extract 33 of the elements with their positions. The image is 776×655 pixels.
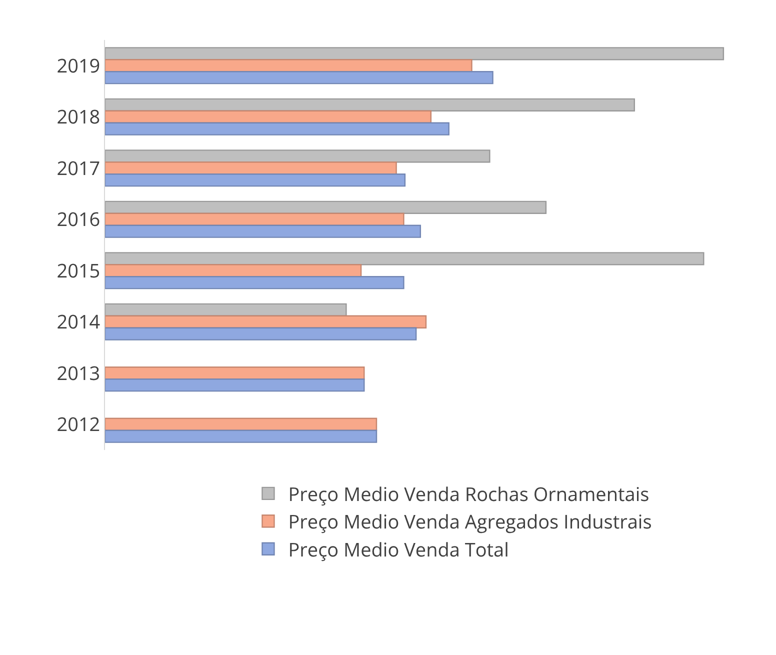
legend-label: Preço Medio Venda Agregados Industrais bbox=[288, 508, 652, 535]
bar bbox=[105, 315, 427, 328]
bar bbox=[105, 47, 724, 60]
bar bbox=[105, 418, 378, 431]
y-tick-label: 2019 bbox=[56, 52, 100, 78]
bar bbox=[105, 264, 362, 278]
bar bbox=[105, 162, 397, 175]
legend-label: Preço Medio Venda Rochas Ornamentais bbox=[288, 480, 650, 507]
bar bbox=[105, 98, 635, 112]
bar bbox=[105, 327, 417, 340]
bar bbox=[105, 174, 406, 187]
bar bbox=[105, 200, 547, 214]
y-tick-label: 2013 bbox=[56, 360, 100, 386]
y-tick-label: 2014 bbox=[56, 308, 100, 335]
bar bbox=[105, 366, 365, 380]
bar bbox=[105, 378, 365, 392]
y-tick-label: 2018 bbox=[56, 104, 100, 130]
bar bbox=[105, 59, 472, 72]
bar bbox=[105, 276, 404, 290]
bar bbox=[105, 252, 704, 266]
bar bbox=[105, 150, 490, 163]
legend-label: Preço Medio Venda Total bbox=[288, 536, 509, 562]
y-tick-label: 2015 bbox=[56, 257, 100, 284]
y-tick-label: 2017 bbox=[56, 154, 100, 181]
bar bbox=[105, 303, 347, 316]
bar bbox=[105, 110, 432, 124]
bar bbox=[105, 224, 422, 238]
y-tick-label: 2012 bbox=[56, 411, 100, 438]
y-tick-label: 2016 bbox=[56, 206, 100, 232]
bar bbox=[105, 212, 404, 226]
bar bbox=[105, 71, 494, 84]
bar bbox=[105, 122, 450, 136]
bar bbox=[105, 430, 378, 443]
